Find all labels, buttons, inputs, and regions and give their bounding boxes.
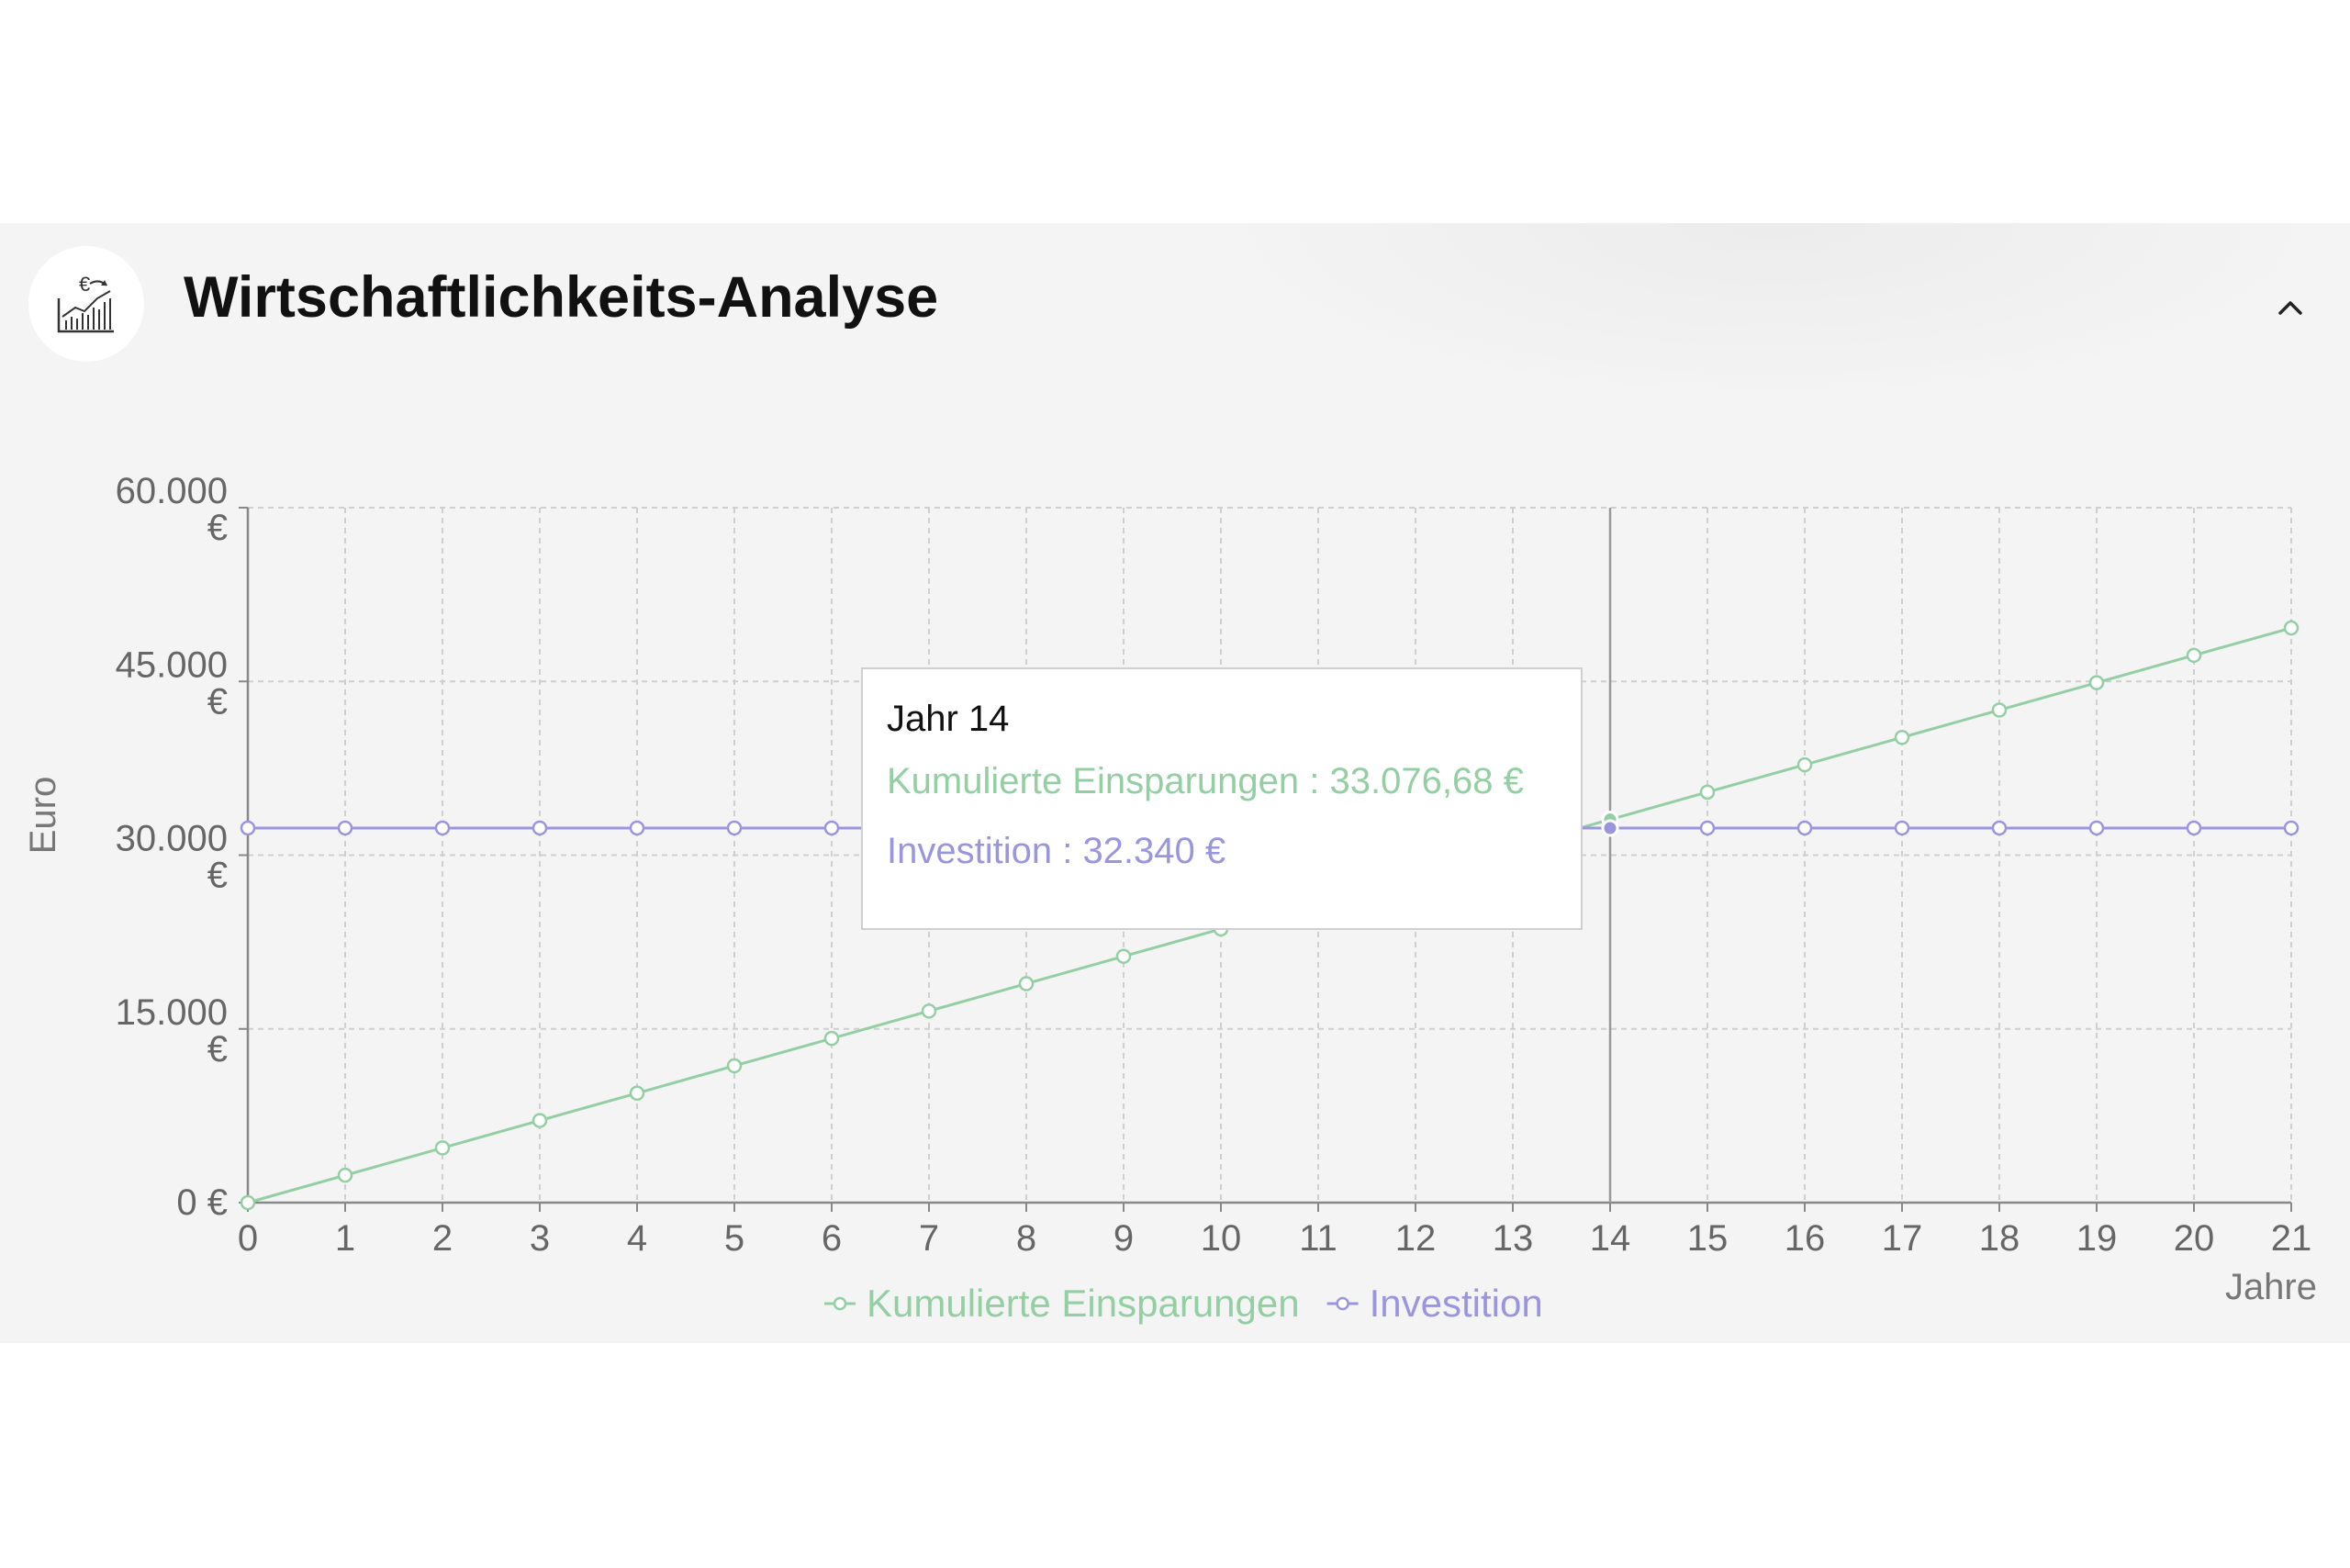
data-point [629, 1085, 645, 1102]
chart-tooltip: Jahr 14 Kumulierte Einsparungen : 33.076… [861, 667, 1583, 930]
x-tick-label: 5 [724, 1218, 744, 1259]
x-tick-label: 21 [2271, 1218, 2312, 1259]
y-tick-label-unit: € [207, 1029, 228, 1070]
x-tick-label: 17 [1882, 1218, 1923, 1259]
x-tick-label: 7 [919, 1218, 939, 1259]
data-point [2088, 675, 2105, 690]
data-point [1991, 820, 2008, 836]
x-tick-label: 18 [1979, 1218, 2020, 1259]
chart-euro-icon: € [28, 246, 144, 362]
panel-title: Wirtschaftlichkeits-Analyse [184, 265, 939, 330]
data-point [2283, 820, 2300, 836]
x-axis-title: Jahre [2225, 1267, 2317, 1307]
x-tick-label: 0 [238, 1218, 258, 1259]
data-point [337, 820, 353, 836]
legend-marker-icon [1336, 1296, 1349, 1311]
x-tick-label: 15 [1687, 1218, 1729, 1259]
data-point [532, 820, 548, 836]
data-point [1894, 820, 1910, 836]
chevron-up-icon [2278, 301, 2302, 315]
x-tick-label: 4 [627, 1218, 647, 1259]
x-tick-label: 20 [2174, 1218, 2215, 1259]
x-tick-label: 13 [1493, 1218, 1534, 1259]
legend-marker-icon [833, 1296, 847, 1311]
data-point [1699, 784, 1716, 801]
y-tick-label: 15.000 [116, 992, 228, 1033]
data-point [337, 1167, 353, 1183]
y-tick-label: 60.000 [116, 471, 228, 511]
x-tick-label: 16 [1785, 1218, 1826, 1259]
active-data-point [1601, 819, 1619, 837]
legend-item: Kumulierte Einsparungen [824, 1282, 1300, 1325]
x-tick-label: 3 [530, 1218, 550, 1259]
data-point [823, 1030, 840, 1047]
legend-label: Investition [1370, 1282, 1543, 1325]
x-tick-label: 11 [1299, 1218, 1337, 1259]
tooltip-title: Jahr 14 [887, 699, 1010, 739]
x-tick-label: 19 [2076, 1218, 2118, 1259]
data-point [240, 820, 256, 836]
data-point [2088, 820, 2105, 836]
data-point [1018, 976, 1035, 991]
x-tick-label: 1 [335, 1218, 355, 1259]
x-tick-label: 6 [822, 1218, 842, 1259]
y-tick-label-unit: € [207, 856, 228, 896]
data-point [726, 1058, 743, 1074]
x-tick-label: 9 [1113, 1218, 1134, 1259]
tooltip-investment-value: Investition : 32.340 € [887, 831, 1226, 871]
data-point [1894, 730, 1910, 745]
data-point [2186, 820, 2202, 836]
x-tick-label: 2 [432, 1218, 453, 1259]
data-point [1699, 820, 1716, 836]
x-tick-label: 8 [1016, 1218, 1036, 1259]
data-point [1115, 948, 1132, 964]
data-point [726, 820, 743, 836]
y-tick-label: 45.000 [116, 644, 228, 685]
x-tick-label: 14 [1590, 1218, 1631, 1259]
legend-item: Investition [1326, 1282, 1543, 1325]
tooltip-savings-value: Kumulierte Einsparungen : 33.076,68 € [887, 761, 1524, 801]
data-point [921, 1003, 937, 1019]
data-point [434, 820, 451, 836]
y-tick-label: 30.000 [116, 819, 228, 859]
svg-text:€: € [79, 273, 90, 296]
y-tick-label: 0 € [176, 1182, 228, 1223]
y-tick-label-unit: € [207, 508, 228, 548]
data-point [434, 1140, 451, 1156]
x-tick-label: 10 [1201, 1218, 1242, 1259]
x-tick-label: 12 [1395, 1218, 1437, 1259]
data-point [240, 1194, 256, 1211]
data-point [2186, 647, 2202, 664]
data-point [1991, 702, 2008, 718]
data-point [532, 1113, 548, 1128]
y-tick-label-unit: € [207, 681, 228, 722]
data-point [1796, 820, 1813, 836]
data-point [1796, 756, 1813, 773]
data-point [823, 820, 840, 836]
legend-label: Kumulierte Einsparungen [867, 1282, 1300, 1325]
y-axis-title: Euro [23, 777, 63, 855]
chart-legend: Kumulierte Einsparungen Investition [824, 1282, 1543, 1325]
collapse-button[interactable] [2267, 289, 2313, 326]
data-point [2283, 620, 2300, 636]
data-point [629, 820, 645, 836]
